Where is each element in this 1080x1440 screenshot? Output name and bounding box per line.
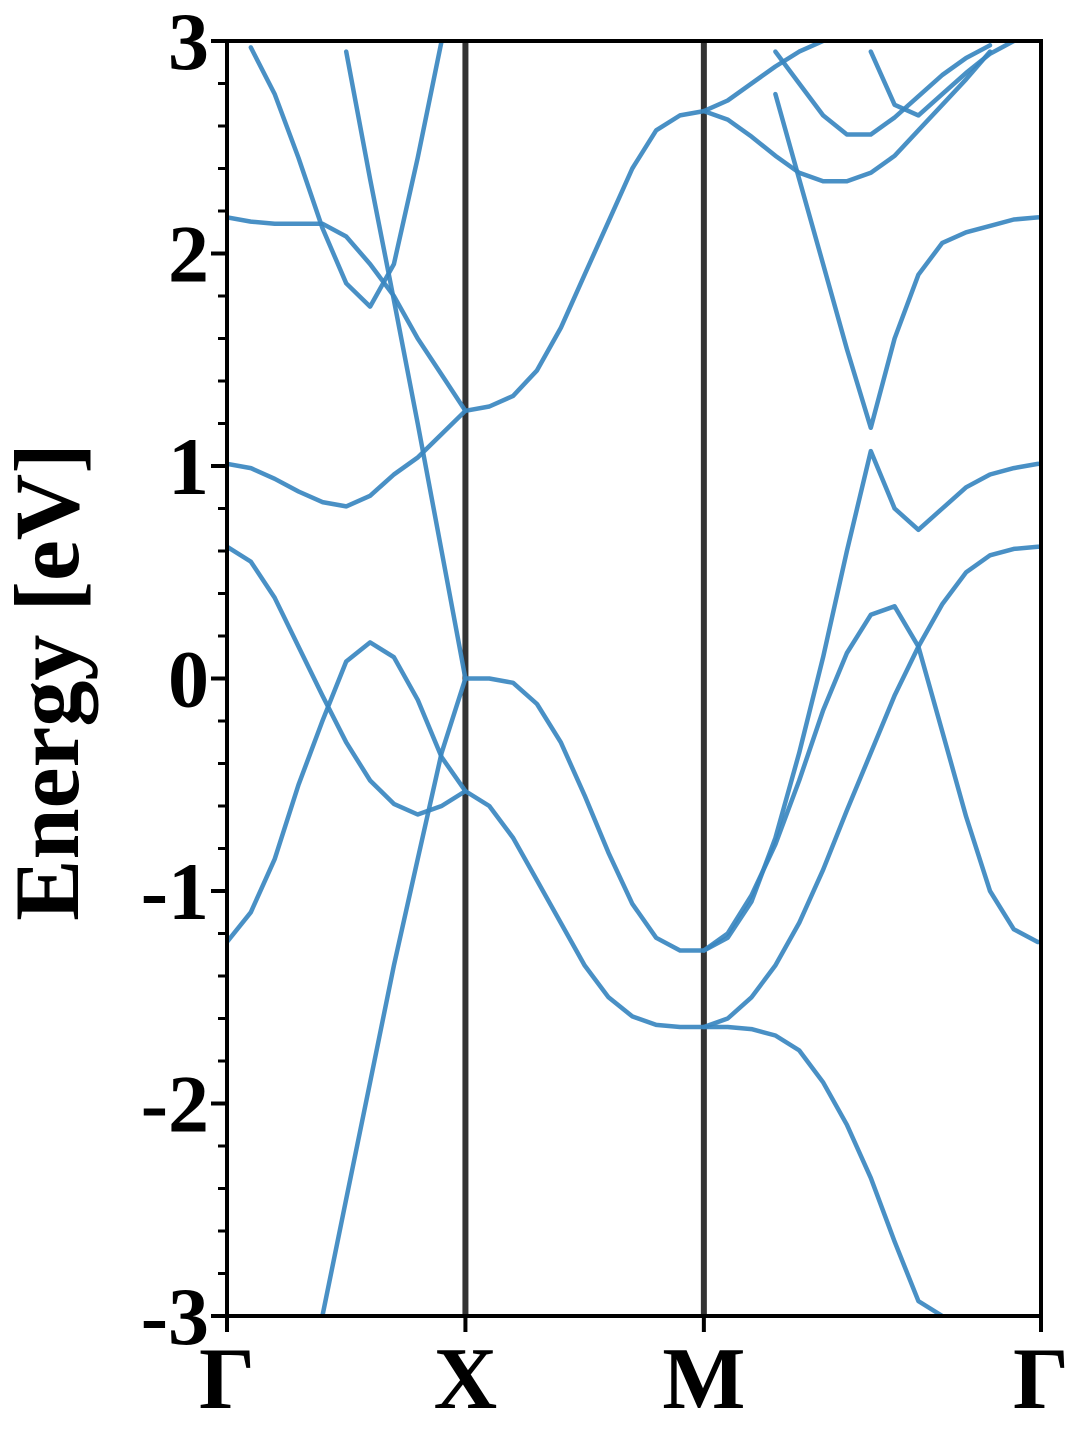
x-tick-label: Γ [1013, 1331, 1069, 1428]
band-line [773, 91, 1041, 431]
band-line [248, 41, 444, 309]
y-tick-label: 1 [168, 421, 209, 512]
band-line [701, 1024, 945, 1316]
band-line [227, 544, 1041, 1030]
y-axis-label: Energy [eV] [0, 443, 98, 921]
plot-frame [225, 39, 1043, 1318]
x-tick-label: Γ [199, 1331, 255, 1428]
band-line [343, 49, 1041, 953]
band-line [320, 604, 1041, 1316]
y-tick-label: -3 [141, 1271, 209, 1362]
x-tick-label: X [434, 1331, 498, 1428]
band-line [227, 49, 993, 414]
band-line [868, 41, 1017, 118]
y-tick-label: 0 [168, 634, 209, 725]
y-tick-label: 2 [168, 209, 209, 300]
x-tick-label: M [662, 1331, 745, 1428]
bands [227, 41, 1041, 1316]
band-line [227, 640, 468, 945]
band-line [227, 41, 826, 509]
y-tick-label: 3 [168, 0, 209, 87]
y-tick-label: -1 [141, 846, 209, 937]
y-tick-label: -2 [141, 1059, 209, 1150]
band-line [773, 43, 993, 137]
